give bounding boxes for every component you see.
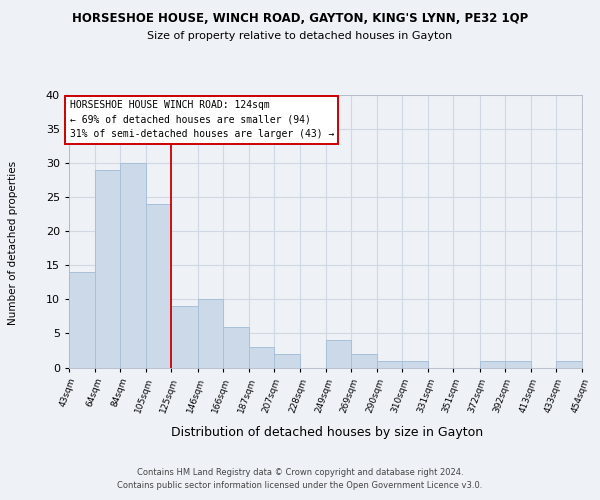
Text: Size of property relative to detached houses in Gayton: Size of property relative to detached ho… (148, 31, 452, 41)
Bar (95, 170, 120, 368)
Text: HORSESHOE HOUSE, WINCH ROAD, GAYTON, KING'S LYNN, PE32 1QP: HORSESHOE HOUSE, WINCH ROAD, GAYTON, KIN… (72, 12, 528, 26)
Bar (377, 360, 402, 368)
Bar (351, 354, 377, 368)
Bar (479, 360, 505, 368)
Text: Distribution of detached houses by size in Gayton: Distribution of detached houses by size … (171, 426, 483, 439)
Bar (172, 306, 197, 368)
Bar (556, 360, 582, 368)
Bar (505, 360, 531, 368)
Text: Number of detached properties: Number of detached properties (8, 160, 18, 324)
Bar (223, 326, 249, 368)
Text: Contains HM Land Registry data © Crown copyright and database right 2024.: Contains HM Land Registry data © Crown c… (137, 468, 463, 477)
Bar (249, 347, 274, 368)
Bar (274, 354, 300, 368)
Text: Contains public sector information licensed under the Open Government Licence v3: Contains public sector information licen… (118, 482, 482, 490)
Bar (326, 340, 351, 367)
Bar (197, 300, 223, 368)
Bar (69, 272, 95, 368)
Bar (146, 204, 172, 368)
Bar (402, 360, 428, 368)
Text: HORSESHOE HOUSE WINCH ROAD: 124sqm
← 69% of detached houses are smaller (94)
31%: HORSESHOE HOUSE WINCH ROAD: 124sqm ← 69%… (70, 100, 334, 139)
Bar (120, 163, 146, 368)
